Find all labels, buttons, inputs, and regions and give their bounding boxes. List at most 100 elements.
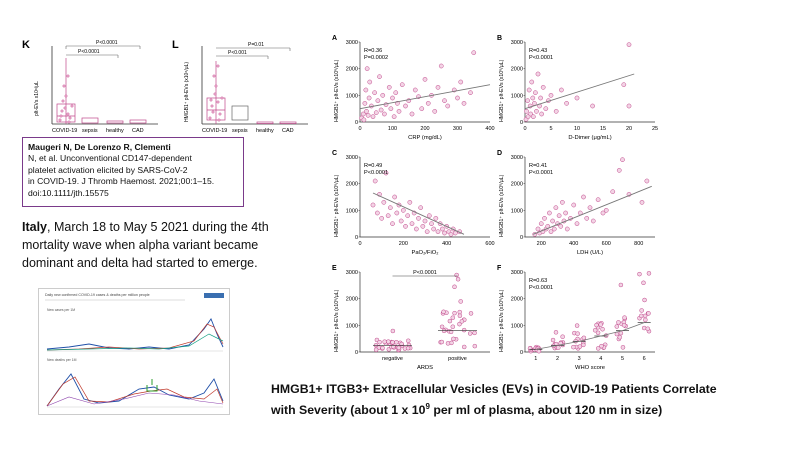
panel-d-point-9 — [548, 229, 554, 235]
panel-b-label: B — [497, 35, 502, 42]
panel-c-xtick-0: 0 — [358, 241, 361, 247]
panel-f-dot — [614, 324, 620, 329]
panel-c-trendline — [372, 192, 465, 235]
panel-k-pvalue-2: P<0.0001 — [78, 49, 100, 55]
panel-a-point-47 — [471, 50, 477, 56]
panel-f-dot — [639, 313, 644, 319]
panel-f-dot — [596, 346, 601, 351]
panel-b-point-12 — [534, 108, 539, 114]
panel-b-point-23 — [564, 100, 569, 106]
panel-e-ytick-0: 0 — [355, 350, 358, 356]
panel-a-point-7 — [365, 112, 371, 118]
panel-e-dot — [439, 339, 445, 345]
panel-f-ytick-2: 2000 — [511, 297, 523, 303]
panel-c-ylabel: HMGB1⁺ pIt-EVs (x10⁶/μL) — [334, 174, 340, 237]
panel-d-point-32 — [616, 167, 622, 173]
panel-a-xtick-0: 0 — [358, 126, 361, 132]
panel-b-point-16 — [539, 111, 544, 117]
panel-c-point-20 — [413, 226, 419, 232]
panel-a-point-38 — [435, 84, 441, 90]
panel-a-point-31 — [412, 87, 418, 93]
panel-a-point-21 — [388, 106, 394, 112]
panel-f-dot — [641, 325, 647, 331]
panel-c-point-16 — [405, 213, 411, 219]
panel-l-pvalue-2: P<0.001 — [228, 50, 247, 56]
panel-a-point-20 — [386, 84, 392, 90]
panel-e-dot — [455, 276, 461, 282]
panel-d-point-8 — [547, 210, 552, 216]
panel-c-point-36 — [448, 231, 454, 237]
panel-a-point-35 — [425, 100, 431, 106]
panel-d-stat-1: P<0.0001 — [529, 170, 553, 176]
panel-d-point-1 — [535, 226, 541, 232]
panel-f-dot — [616, 320, 621, 325]
panel-d-point-30 — [603, 207, 609, 213]
thumbnail-panel-1-label: New cases per 1M — [47, 308, 75, 312]
panel-f-ytick-1: 1000 — [511, 323, 523, 329]
panel-f-ylabel: HMGB1⁺ pIt-EVs (x10⁶/μL) — [499, 289, 505, 352]
panel-a-point-9 — [367, 79, 373, 85]
panel-f-dot — [617, 334, 623, 340]
panel-d-trendline — [532, 185, 652, 235]
panel-d-point-10 — [550, 218, 555, 224]
panel-c-point-33 — [442, 230, 447, 236]
panel-d-xlabel: LDH (U/L) — [577, 250, 603, 256]
panel-b-stat-0: R=0.43 — [529, 48, 547, 54]
panel-a-point-17 — [380, 92, 386, 98]
panel-d-xtick-1: 400 — [569, 241, 578, 247]
panel-e-dot — [390, 340, 395, 345]
panel-a-stat-0: R=0.36 — [364, 48, 382, 54]
panel-c-point-17 — [407, 199, 413, 205]
panel-f-dot — [622, 315, 627, 320]
panel-k-pvalue-1: P<0.0001 — [96, 40, 118, 46]
panel-d-point-33 — [620, 157, 625, 163]
panel-c-point-7 — [385, 213, 391, 219]
panel-a-point-33 — [419, 106, 425, 112]
panel-a-point-34 — [422, 76, 428, 82]
panel-b-ylabel: HMGB1⁺ pIt-EVs (x10⁶/μL) — [499, 59, 505, 122]
context-line-3: dominant and delta had started to emerge… — [22, 256, 258, 270]
context-text: Italy, March 18 to May 5 2021 during the… — [22, 218, 322, 272]
panel-a-point-26 — [396, 108, 402, 114]
panel-e-dot — [380, 345, 385, 351]
panel-b-point-1 — [524, 108, 529, 114]
context-country: Italy — [22, 220, 48, 234]
panel-f-dot — [646, 271, 652, 276]
panel-a-point-1 — [360, 111, 366, 117]
panel-a-point-12 — [372, 90, 377, 96]
panel-f-dot — [645, 326, 650, 331]
panel-c-label: C — [332, 150, 337, 157]
panel-a-ytick-0: 0 — [355, 120, 358, 126]
panel-b-point-11 — [533, 90, 538, 96]
panel-l-box-healthy — [256, 121, 274, 124]
panel-c-point-11 — [394, 210, 400, 216]
panel-f-dot — [643, 317, 648, 323]
panel-b-point-17 — [540, 84, 546, 90]
panel-f-dot — [639, 308, 644, 313]
panel-f-xtick-0: 1 — [534, 356, 537, 362]
citation-line-3: platelet activation elicited by SARS-CoV… — [28, 164, 188, 175]
panel-a-point-27 — [399, 82, 405, 88]
panel-f-stat-1: P<0.0001 — [529, 285, 553, 291]
panel-b-ytick-3: 3000 — [511, 40, 523, 46]
panel-c-point-5 — [381, 199, 387, 205]
panel-e-dot — [382, 339, 387, 344]
panel-d-point-21 — [571, 202, 577, 208]
panel-e-dot — [454, 272, 459, 278]
panel-d-ytick-1: 1000 — [511, 208, 523, 214]
panel-b-point-9 — [530, 114, 536, 120]
panel-f-dot — [574, 323, 580, 328]
panel-c-ytick-1: 1000 — [346, 208, 358, 214]
panel-e-dot — [445, 341, 451, 346]
panel-l-cat-0: COVID-19 — [202, 128, 227, 134]
panel-d-ytick-2: 2000 — [511, 182, 523, 188]
panel-f-dot — [642, 313, 648, 319]
panel-c-point-1 — [372, 178, 378, 184]
citation-line-4: in COVID-19. J Thromb Haemost. 2021;00:1… — [28, 176, 215, 187]
panel-d-label: D — [497, 150, 502, 157]
panel-f-dot — [553, 330, 559, 335]
panel-e-dot — [450, 315, 456, 320]
panel-b-point-22 — [559, 87, 564, 93]
